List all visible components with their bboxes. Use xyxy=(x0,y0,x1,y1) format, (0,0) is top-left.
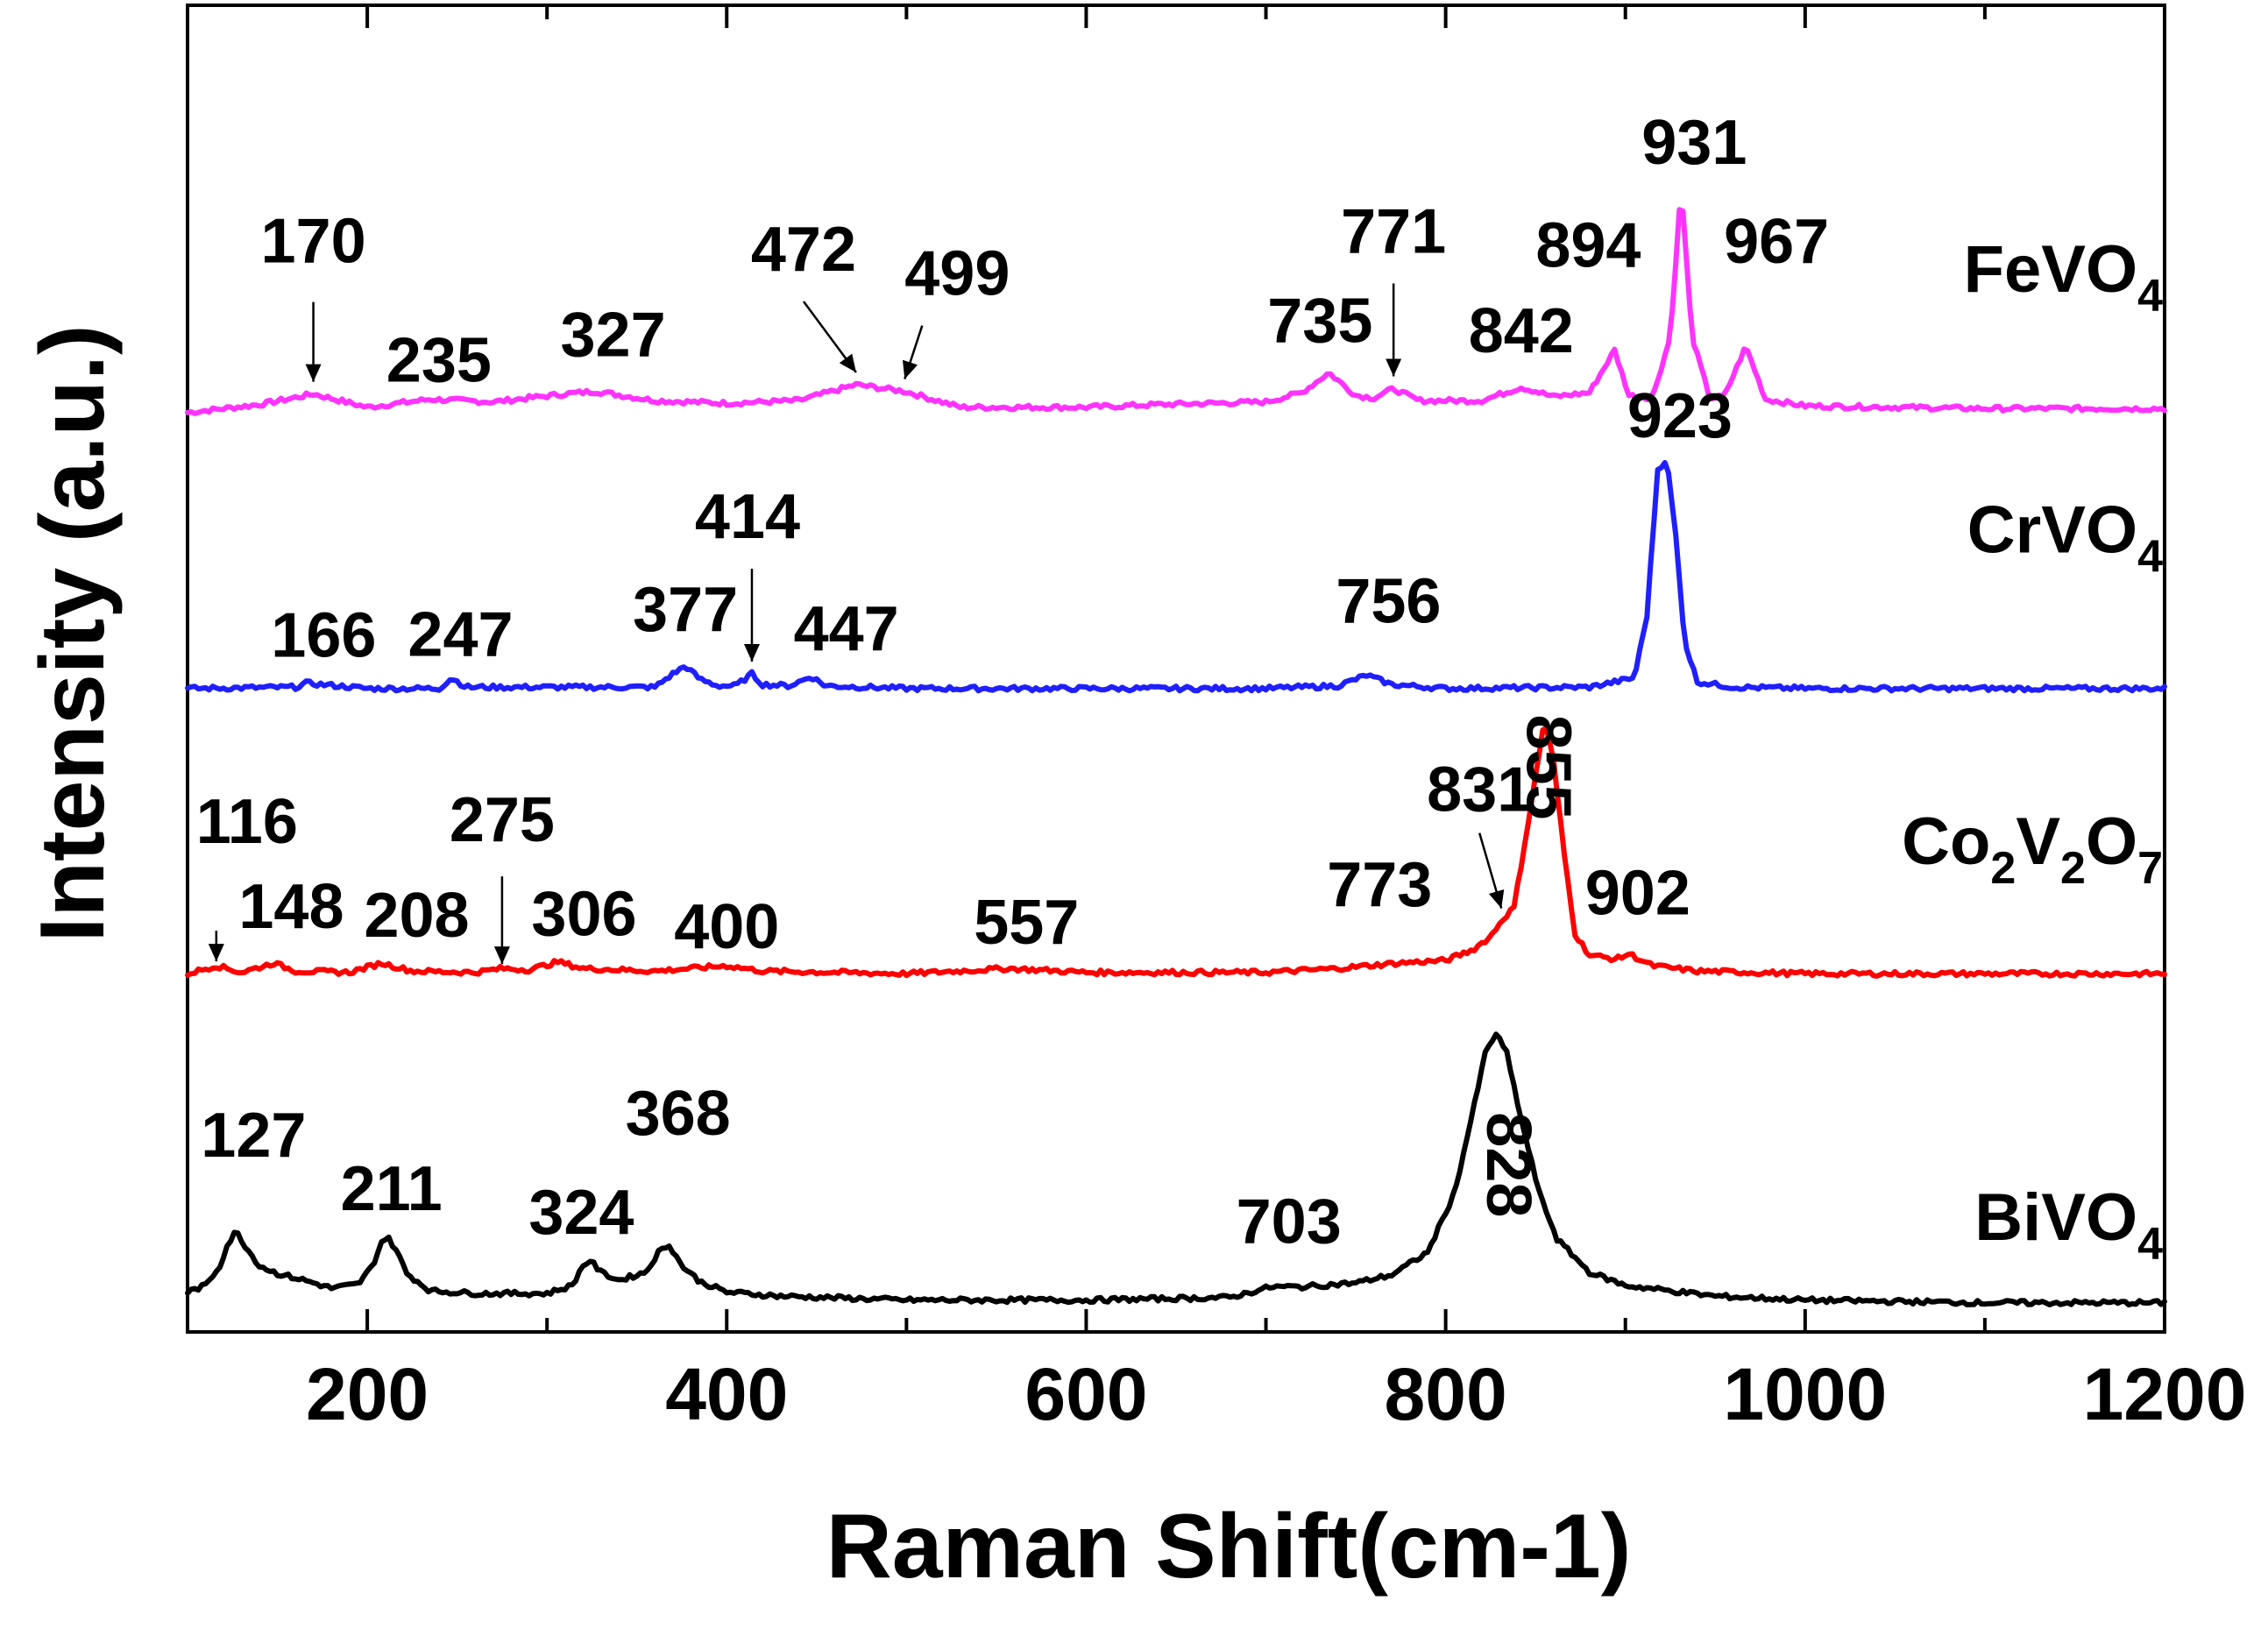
series-label-bivo: BiVO4 xyxy=(1974,1180,2163,1270)
peak-label: 327 xyxy=(560,301,665,371)
formula-text: Co xyxy=(1902,804,1990,879)
formula-subscript: 4 xyxy=(2137,532,2163,583)
peak-label: 116 xyxy=(196,787,298,857)
formula-text: O xyxy=(2086,804,2137,879)
x-tick-label: 600 xyxy=(1024,1353,1147,1435)
peak-label: 771 xyxy=(1341,197,1446,267)
trace-crvo xyxy=(185,460,2167,694)
peak-label: 447 xyxy=(794,594,899,664)
peak-label: 170 xyxy=(260,207,365,277)
peak-label: 902 xyxy=(1585,859,1690,929)
spectra-traces xyxy=(185,207,2167,1308)
series-label-co: Co2V2O7 xyxy=(1902,804,2163,894)
plot-frame xyxy=(186,4,2166,1334)
peak-arrowhead xyxy=(839,353,856,373)
trace-bivo xyxy=(185,1031,2167,1308)
series-label-crvo: CrVO4 xyxy=(1967,493,2163,583)
x-axis-title: Raman Shift(cm-1) xyxy=(826,1496,1632,1597)
peak-label: 377 xyxy=(633,575,738,645)
peak-label: 368 xyxy=(626,1079,731,1149)
peak-label: 127 xyxy=(201,1101,306,1171)
trace-fevo xyxy=(185,207,2167,416)
peak-label: 472 xyxy=(751,215,856,285)
x-tick-label: 400 xyxy=(665,1353,788,1435)
peak-label: 756 xyxy=(1336,567,1441,637)
peak-arrowhead xyxy=(902,359,918,379)
peak-label: 557 xyxy=(974,888,1079,958)
formula-text: FeVO xyxy=(1964,232,2138,307)
x-tick-label: 200 xyxy=(306,1353,429,1435)
x-axis: 200 400 600 800 1000 1200 xyxy=(186,5,2247,1435)
trace-co xyxy=(185,726,2167,979)
peak-arrowhead xyxy=(493,946,510,965)
peak-arrowhead xyxy=(1488,889,1505,909)
peak-label: 773 xyxy=(1327,850,1432,920)
x-tick-label: 1200 xyxy=(2083,1353,2247,1435)
peak-label: 828 xyxy=(1473,1112,1543,1217)
formula-subscript: 4 xyxy=(2137,1219,2163,1270)
peak-label: 400 xyxy=(674,892,779,962)
peak-arrowhead xyxy=(743,644,760,662)
formula-subscript: 2 xyxy=(1990,843,2016,894)
peak-label: 703 xyxy=(1237,1187,1342,1257)
peak-label: 735 xyxy=(1267,286,1372,356)
peak-label: 923 xyxy=(1627,381,1733,451)
peak-label: 967 xyxy=(1724,207,1829,277)
peak-label: 148 xyxy=(238,872,344,942)
peak-label: 894 xyxy=(1535,211,1641,281)
peak-label: 931 xyxy=(1641,108,1747,178)
series-label-fevo: FeVO4 xyxy=(1964,232,2164,322)
formula-subscript: 2 xyxy=(2060,843,2086,894)
peak-label: 235 xyxy=(386,326,492,396)
peak-label: 275 xyxy=(450,785,555,855)
peak-label: 324 xyxy=(528,1178,634,1248)
peak-label: 208 xyxy=(364,881,469,951)
x-tick-label: 1000 xyxy=(1723,1353,1887,1435)
peak-label: 499 xyxy=(904,239,1010,309)
peak-label: 831 xyxy=(1427,755,1532,825)
peak-label: 855 xyxy=(1513,714,1583,819)
peak-label: 842 xyxy=(1469,296,1574,366)
peak-arrowhead xyxy=(1386,358,1402,377)
x-tick-label: 800 xyxy=(1385,1353,1507,1435)
formula-text: V xyxy=(2016,804,2060,879)
peak-label: 247 xyxy=(408,600,513,670)
peak-label: 166 xyxy=(271,601,376,671)
peak-label: 414 xyxy=(695,482,800,552)
formula-subscript: 7 xyxy=(2137,843,2163,894)
peak-arrowhead xyxy=(208,944,224,962)
peak-arrowhead xyxy=(305,364,322,382)
peak-label: 211 xyxy=(341,1154,443,1224)
formula-text: CrVO xyxy=(1967,493,2137,568)
peak-label: 306 xyxy=(531,880,636,950)
formula-text: BiVO xyxy=(1974,1180,2137,1255)
y-axis-title: Intensity (a.u.) xyxy=(22,325,124,943)
formula-subscript: 4 xyxy=(2137,271,2163,322)
